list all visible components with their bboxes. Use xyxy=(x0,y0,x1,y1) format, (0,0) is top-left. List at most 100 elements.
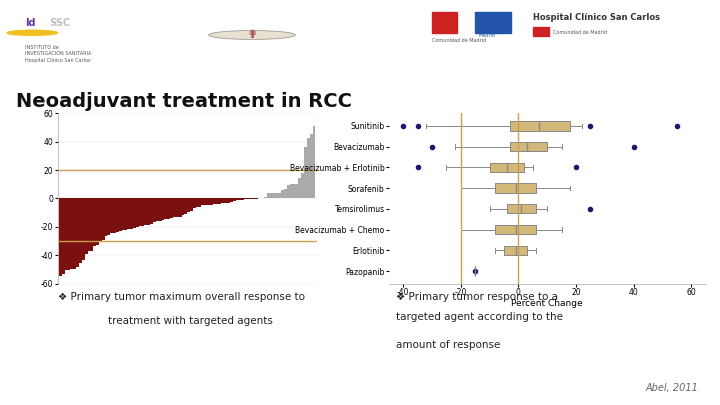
Bar xyxy=(241,198,244,200)
Bar xyxy=(207,198,210,205)
Bar xyxy=(179,198,181,217)
Bar xyxy=(181,198,184,215)
Bar xyxy=(199,198,202,207)
Bar xyxy=(247,198,250,199)
Text: ❖ Primary tumor response to a: ❖ Primary tumor response to a xyxy=(396,292,558,302)
Bar xyxy=(82,198,85,260)
Bar xyxy=(173,198,176,217)
Text: treatment with targeted agents: treatment with targeted agents xyxy=(108,316,273,326)
Bar xyxy=(130,198,133,229)
Bar xyxy=(224,198,227,203)
Bar xyxy=(213,198,216,204)
Text: amount of response: amount of response xyxy=(396,340,500,350)
Bar xyxy=(113,198,116,232)
Bar xyxy=(202,198,204,205)
PathPatch shape xyxy=(504,246,527,255)
Bar xyxy=(279,193,282,198)
Bar xyxy=(170,198,173,218)
PathPatch shape xyxy=(510,142,547,151)
Bar xyxy=(161,198,164,220)
Bar xyxy=(238,198,241,200)
Bar xyxy=(110,198,113,233)
Bar xyxy=(298,178,301,198)
Bar xyxy=(176,198,179,217)
Bar xyxy=(216,198,219,204)
Bar xyxy=(295,184,298,198)
Bar xyxy=(153,198,156,222)
Bar xyxy=(475,13,511,33)
Bar xyxy=(76,198,79,267)
Text: INSTITUTO de
INVESTIGACIÓN SANITARIA
Hospital Clínico San Carlos: INSTITUTO de INVESTIGACIÓN SANITARIA Hos… xyxy=(25,45,91,63)
Bar xyxy=(158,198,161,221)
Bar xyxy=(62,198,65,274)
Bar xyxy=(142,198,145,226)
Bar xyxy=(196,198,199,207)
Bar xyxy=(184,198,187,215)
Bar xyxy=(164,198,167,220)
Bar xyxy=(156,198,158,222)
Bar xyxy=(533,27,549,36)
Text: Comunidad de Madrid: Comunidad de Madrid xyxy=(432,38,486,43)
Bar xyxy=(139,198,142,226)
Bar xyxy=(204,198,207,205)
Bar xyxy=(193,198,196,208)
Bar xyxy=(264,197,267,198)
Bar xyxy=(276,193,279,198)
Text: ✟: ✟ xyxy=(247,30,257,40)
Bar xyxy=(244,198,247,199)
Bar xyxy=(96,198,99,245)
Text: Abel, 2011: Abel, 2011 xyxy=(646,383,698,393)
Bar xyxy=(93,198,96,246)
Bar xyxy=(167,198,170,219)
Bar xyxy=(73,198,76,269)
Bar xyxy=(267,194,270,198)
Circle shape xyxy=(7,30,58,35)
Bar xyxy=(301,173,304,198)
PathPatch shape xyxy=(510,121,570,130)
Bar xyxy=(219,198,221,204)
Bar xyxy=(65,198,68,270)
Bar xyxy=(79,198,82,264)
Bar xyxy=(119,198,122,231)
Bar xyxy=(289,184,292,198)
Bar xyxy=(104,198,107,236)
Bar xyxy=(90,198,93,251)
Bar xyxy=(99,198,102,241)
Bar xyxy=(227,198,230,203)
Bar xyxy=(59,198,62,275)
PathPatch shape xyxy=(495,183,536,193)
Bar xyxy=(107,198,110,235)
Text: Neoadjuvant treatment in RCC: Neoadjuvant treatment in RCC xyxy=(16,92,352,111)
Text: SSC: SSC xyxy=(49,18,70,28)
Bar xyxy=(85,198,88,254)
Bar xyxy=(312,126,315,198)
Circle shape xyxy=(209,31,295,39)
Text: Hospital Clínico San Carlos: Hospital Clínico San Carlos xyxy=(533,13,660,22)
Bar xyxy=(270,193,273,198)
Text: targeted agent according to the: targeted agent according to the xyxy=(396,312,563,322)
Bar xyxy=(187,198,190,212)
Bar xyxy=(282,190,284,198)
Bar xyxy=(432,13,457,33)
Text: ❖ Primary tumor maximum overall response to: ❖ Primary tumor maximum overall response… xyxy=(58,292,305,302)
PathPatch shape xyxy=(490,163,524,172)
Bar xyxy=(125,198,127,230)
Bar xyxy=(145,198,148,225)
PathPatch shape xyxy=(495,225,536,234)
Bar xyxy=(307,139,310,198)
Bar xyxy=(230,198,233,202)
Bar xyxy=(304,147,307,198)
Bar xyxy=(221,198,224,203)
Text: Salud
Madrid: Salud Madrid xyxy=(479,28,496,38)
X-axis label: Percent Change: Percent Change xyxy=(511,299,583,309)
Bar xyxy=(148,198,150,225)
PathPatch shape xyxy=(507,204,536,213)
Bar xyxy=(310,134,312,198)
Bar xyxy=(190,198,193,211)
Text: Id: Id xyxy=(25,18,35,28)
Bar xyxy=(133,198,136,228)
Bar xyxy=(287,185,289,198)
Bar xyxy=(127,198,130,229)
Bar xyxy=(210,198,213,205)
Bar xyxy=(233,198,235,201)
